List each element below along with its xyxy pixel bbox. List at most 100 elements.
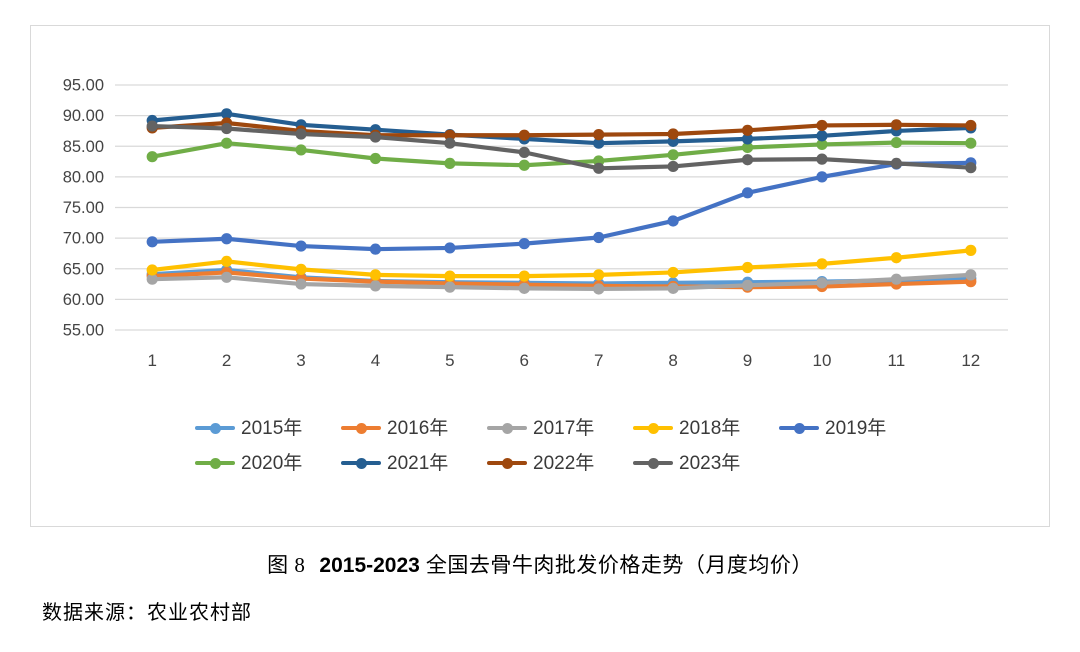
series-marker-4 bbox=[369, 243, 382, 255]
chart-area: 55.00 60.00 65.00 70.00 75.00 80.00 85.00 90.00… bbox=[30, 25, 1050, 527]
x-tick-label: 10 bbox=[812, 351, 831, 370]
series-line-1 bbox=[150, 270, 973, 290]
y-tick-label: 95.00 bbox=[63, 77, 104, 95]
legend-item-2016: 2016年 bbox=[341, 416, 487, 440]
series-marker-3 bbox=[146, 264, 158, 276]
legend-item-2023: 2023年 bbox=[633, 451, 779, 475]
series-marker-4 bbox=[221, 233, 233, 245]
series-marker-2 bbox=[146, 273, 158, 285]
series-marker-5 bbox=[146, 151, 158, 163]
y-tick-label: 55.00 bbox=[63, 322, 104, 340]
series-marker-3 bbox=[667, 266, 679, 279]
y-tick-label: 70.00 bbox=[63, 230, 104, 248]
y-tick-label: 90.00 bbox=[63, 107, 104, 125]
series-marker-5 bbox=[890, 136, 902, 149]
series-marker-2 bbox=[816, 277, 828, 289]
series-marker-5 bbox=[444, 157, 456, 169]
series-marker-8 bbox=[741, 154, 754, 166]
series-marker-5 bbox=[741, 141, 754, 154]
series-line-2 bbox=[150, 272, 973, 292]
swatch-dot bbox=[209, 422, 221, 434]
series-marker-7 bbox=[816, 119, 828, 132]
chart-legend: 2015年 2016年 2017年 2018年 2019年 2020年 2021年 2022年… bbox=[195, 416, 925, 475]
legend-swatch-icon bbox=[487, 457, 527, 469]
series-marker-3 bbox=[221, 255, 233, 267]
series-marker-8 bbox=[965, 162, 977, 174]
y-tick-label: 65.00 bbox=[63, 260, 104, 278]
legend-swatch-icon bbox=[487, 422, 527, 434]
series-marker-4 bbox=[295, 240, 307, 252]
series-marker-2 bbox=[444, 281, 456, 293]
series-line-4 bbox=[150, 160, 973, 252]
series-marker-7 bbox=[444, 129, 456, 141]
series-line-6 bbox=[150, 111, 973, 146]
legend-label: 2022年 bbox=[533, 453, 595, 474]
series-marker-2 bbox=[369, 280, 382, 292]
series-marker-6 bbox=[741, 133, 754, 145]
legend-swatch-icon bbox=[779, 422, 819, 434]
legend-item-2022: 2022年 bbox=[487, 451, 633, 475]
caption-title-text: 全国去骨牛肉批发价格走势（月度均价） bbox=[425, 553, 813, 577]
series-marker-2 bbox=[667, 282, 679, 294]
y-tick-label: 80.00 bbox=[63, 168, 104, 186]
x-tick-label: 11 bbox=[888, 351, 906, 370]
x-tick-label: 6 bbox=[520, 351, 529, 370]
series-marker-2 bbox=[518, 282, 530, 294]
x-tick-label: 7 bbox=[594, 351, 603, 370]
series-marker-3 bbox=[741, 261, 754, 274]
series-marker-7 bbox=[741, 124, 754, 136]
legend-item-2019: 2019年 bbox=[779, 416, 925, 440]
series-marker-2 bbox=[741, 279, 754, 291]
swatch-dot bbox=[501, 422, 513, 434]
legend-item-2021: 2021年 bbox=[341, 451, 487, 475]
series-line-3 bbox=[150, 248, 973, 279]
series-marker-4 bbox=[667, 215, 679, 227]
series-marker-4 bbox=[593, 231, 605, 244]
legend-label: 2017年 bbox=[533, 418, 595, 439]
legend-swatch-icon bbox=[633, 422, 673, 434]
series-marker-8 bbox=[295, 128, 307, 140]
legend-swatch-icon bbox=[633, 457, 673, 469]
legend-label: 2023年 bbox=[679, 453, 741, 474]
series-marker-7 bbox=[593, 129, 605, 141]
series-marker-5 bbox=[295, 144, 307, 156]
series-marker-4 bbox=[146, 236, 158, 248]
y-tick-label: 60.00 bbox=[63, 291, 104, 309]
y-tick-label: 85.00 bbox=[63, 138, 104, 156]
series-marker-2 bbox=[593, 283, 605, 295]
legend-row-2: 2020年 2021年 2022年 2023年 bbox=[195, 451, 925, 475]
swatch-dot bbox=[501, 457, 513, 469]
series-line-5 bbox=[150, 140, 973, 168]
x-tick-label: 3 bbox=[296, 351, 305, 370]
legend-item-2020: 2020年 bbox=[195, 451, 341, 475]
series-marker-6 bbox=[816, 130, 828, 142]
series-marker-4 bbox=[444, 242, 456, 254]
series-marker-3 bbox=[518, 270, 530, 282]
series-marker-5 bbox=[369, 152, 382, 165]
swatch-dot bbox=[355, 422, 367, 434]
series-marker-3 bbox=[593, 269, 605, 281]
series-marker-8 bbox=[146, 120, 158, 132]
series-marker-8 bbox=[816, 153, 828, 165]
y-tick-label: 75.00 bbox=[63, 199, 104, 217]
x-tick-label: 2 bbox=[222, 351, 231, 370]
legend-swatch-icon bbox=[195, 457, 235, 469]
series-marker-8 bbox=[667, 160, 679, 173]
series-marker-6 bbox=[593, 137, 605, 149]
legend-label: 2016年 bbox=[387, 418, 449, 439]
legend-swatch-icon bbox=[341, 422, 381, 434]
series-marker-3 bbox=[444, 270, 456, 282]
caption-year-range: 2015-2023 bbox=[319, 554, 420, 577]
swatch-dot bbox=[355, 457, 367, 469]
series-marker-8 bbox=[593, 162, 605, 174]
series-marker-7 bbox=[965, 119, 977, 132]
legend-label: 2021年 bbox=[387, 453, 449, 474]
legend-label: 2015年 bbox=[241, 418, 303, 439]
series-marker-3 bbox=[965, 244, 977, 256]
x-tick-label: 5 bbox=[445, 351, 454, 370]
data-source-note: 数据来源：农业农村部 bbox=[42, 602, 252, 624]
series-marker-5 bbox=[816, 138, 828, 151]
series-marker-4 bbox=[518, 238, 530, 250]
series-marker-2 bbox=[221, 271, 233, 283]
series-line-7 bbox=[150, 120, 973, 138]
